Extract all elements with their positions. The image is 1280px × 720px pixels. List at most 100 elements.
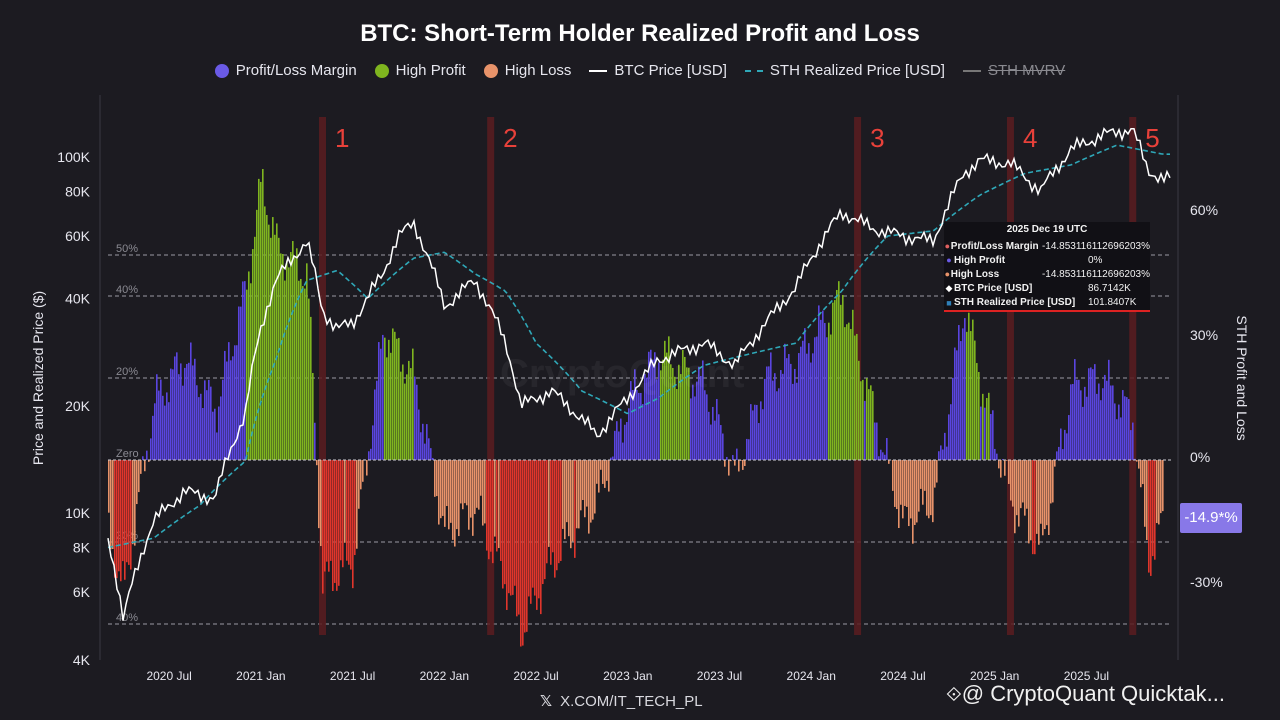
pl-bar [224,350,226,460]
cryptoquant-logo-icon: ⟐ [946,684,962,706]
pl-bar [1116,419,1118,460]
pl-bar [854,335,856,460]
pl-bar [710,424,712,460]
pl-bar [782,373,784,460]
pl-bar [508,460,510,594]
pl-bar [472,460,474,536]
pl-bar [336,460,338,591]
pl-bar [1010,460,1012,501]
pl-bar [560,460,562,561]
pl-bar [628,408,630,460]
legend-item[interactable]: STH MVRV [962,62,1065,79]
pl-bar [590,460,592,523]
pl-bar [1076,379,1078,460]
pl-bar [334,460,336,583]
pl-bar [636,389,638,460]
pl-bar [604,460,606,488]
legend-item[interactable]: Profit/Loss Margin [214,62,357,79]
reference-line-label: 40% [116,284,138,296]
pl-bar [236,345,238,460]
legend-item[interactable]: BTC Price [USD] [589,62,727,79]
pl-bar [270,237,272,460]
pl-bar [790,363,792,460]
legend-item[interactable]: STH Realized Price [USD] [744,62,945,79]
pl-bar [1014,460,1016,534]
pl-bar [178,374,180,460]
x-axis-tick: 2025 Jan [970,669,1019,683]
pl-bar [900,460,902,505]
pl-bar [340,460,342,561]
pl-bar [156,374,158,460]
pl-bar [532,460,534,588]
pl-bar [1146,460,1148,541]
pl-bar [282,253,284,460]
pl-bar [766,366,768,460]
pl-bar [244,281,246,460]
pl-bar [300,278,302,460]
pl-bar [540,460,542,615]
pl-bar [480,460,482,496]
pl-bar [254,236,256,460]
pl-bar [552,460,554,553]
pl-bar [732,455,734,460]
left-axis-tick: 80K [65,183,91,199]
pl-bar [474,460,476,515]
pl-bar [770,352,772,460]
pl-bar [318,460,320,529]
pl-bar [368,451,370,460]
pl-bar [586,460,588,507]
pl-bar [330,460,332,561]
legend-swatch-icon [962,69,981,72]
pl-bar [912,460,914,544]
legend-swatch-icon [214,63,229,78]
pl-bar [886,437,888,460]
pl-bar [598,460,600,493]
pl-bar [126,460,128,563]
pl-bar [774,373,776,460]
pl-bar [762,409,764,460]
pl-bar [174,356,176,460]
pl-bar [400,371,402,460]
tooltip-series-name: Profit/Loss Margin [950,240,1039,252]
x-axis-tick: 2023 Jul [697,669,742,683]
pl-bar [836,289,838,460]
pl-bar [134,460,136,546]
x-handle: 𝕏 X.COM/IT_TECH_PL [540,692,703,710]
pl-bar [656,379,658,460]
legend-item[interactable]: High Profit [374,62,466,79]
pl-bar [382,334,384,460]
pl-bar [982,393,984,460]
pl-bar [918,460,920,512]
tooltip-series-value: -14.853116112696203% [1041,240,1150,252]
pl-bar [194,358,196,460]
pl-bar [276,223,278,460]
pl-bar [578,460,580,529]
pl-bar [632,389,634,460]
pl-bar [652,359,654,460]
pl-bar [384,337,386,460]
legend-item[interactable]: High Loss [483,62,571,79]
pl-bar [256,209,258,460]
pl-bar [216,432,218,460]
pl-bar [470,460,472,518]
pl-bar [504,460,506,585]
pl-bar [806,353,808,460]
pl-bar [462,460,464,510]
pl-bar [398,337,400,460]
watermark: CryptoQuant [500,352,745,396]
left-axis-tick: 100K [57,149,90,165]
pl-bar [704,390,706,460]
pl-bar [444,460,446,527]
pl-bar [118,460,120,572]
pl-bar [478,460,480,510]
pl-bar [214,408,216,460]
pl-bar [642,404,644,460]
legend-label: Profit/Loss Margin [235,62,357,79]
pl-bar [138,460,140,493]
pl-bar [146,450,148,460]
pl-bar [466,460,468,506]
pl-bar [650,349,652,460]
pl-bar [1022,460,1024,503]
pl-bar [842,295,844,460]
